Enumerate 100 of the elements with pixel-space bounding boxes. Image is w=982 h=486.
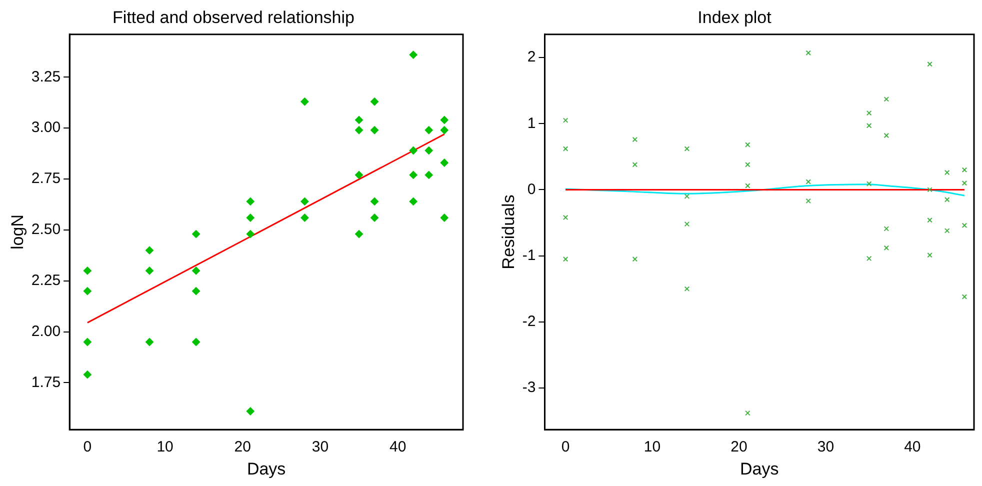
point [684, 286, 690, 292]
point [440, 116, 448, 124]
point [409, 170, 418, 179]
point [192, 266, 200, 275]
point [927, 62, 932, 67]
point [866, 256, 872, 262]
y-tick-label: -2 [522, 313, 536, 330]
point [192, 338, 200, 346]
chart-title: Fitted and observed relationship [112, 8, 354, 27]
point [146, 266, 154, 275]
y-tick-label: 2.25 [31, 272, 61, 290]
point [409, 146, 418, 155]
y-axis-title: Residuals [498, 194, 518, 270]
y-tick-label: 2.75 [31, 170, 61, 188]
point [192, 230, 200, 238]
point [962, 294, 968, 300]
point [146, 246, 154, 254]
point [884, 245, 890, 250]
point [355, 126, 364, 134]
y-axis-title: logN [8, 214, 27, 250]
point [300, 197, 309, 206]
y-tick-label: 1.75 [31, 374, 61, 391]
point [745, 410, 750, 416]
x-tick-label: 20 [730, 438, 748, 456]
point [632, 256, 638, 262]
point [944, 170, 950, 176]
point [246, 214, 254, 222]
point [562, 256, 568, 262]
y-tick-label: 1 [527, 114, 536, 132]
point [745, 142, 750, 148]
point [884, 226, 890, 232]
point [562, 118, 568, 123]
x-tick-label: 30 [817, 438, 834, 456]
line-series [564, 184, 966, 196]
x-tick-label: 0 [83, 438, 92, 456]
x-tick-label: 20 [234, 438, 251, 456]
point [962, 180, 968, 186]
point [246, 197, 254, 206]
point [146, 338, 154, 346]
point [424, 146, 433, 155]
point [927, 252, 932, 258]
x-tick-label: 40 [904, 438, 921, 456]
point [355, 116, 364, 124]
point [370, 197, 379, 206]
point [409, 50, 418, 59]
point [355, 230, 364, 238]
point [370, 214, 379, 222]
point [866, 181, 872, 186]
x-tick-label: 10 [644, 438, 661, 456]
point [806, 50, 811, 56]
point [632, 136, 638, 142]
point [83, 370, 92, 379]
y-tick-label: 2 [527, 48, 536, 66]
y-tick-label: -1 [522, 246, 536, 264]
point [745, 162, 750, 168]
point [83, 287, 92, 296]
point [806, 198, 811, 204]
point [440, 214, 448, 222]
point [745, 183, 750, 188]
chart-title: Index plot [698, 8, 772, 27]
y-tick-label: 3.00 [31, 119, 61, 136]
point [562, 146, 568, 152]
point [866, 122, 872, 128]
point [246, 407, 254, 416]
point [884, 96, 890, 102]
point [684, 221, 690, 227]
point [962, 167, 968, 172]
point [370, 126, 379, 134]
point [944, 228, 950, 234]
point [83, 338, 92, 346]
x-tick-label: 10 [156, 438, 174, 456]
point [806, 179, 811, 184]
y-tick-label: -3 [522, 379, 536, 396]
point [192, 287, 200, 296]
point [962, 222, 968, 228]
point [927, 217, 932, 223]
x-tick-label: 30 [312, 438, 329, 456]
point [246, 230, 254, 238]
point [300, 98, 309, 106]
point [424, 126, 433, 134]
y-tick-label: 2.50 [31, 221, 61, 238]
point [944, 196, 950, 202]
x-tick-label: 0 [561, 438, 570, 456]
point [562, 214, 568, 220]
point [355, 170, 364, 179]
point [684, 146, 690, 152]
x-axis-title: Days [246, 459, 286, 478]
point [300, 214, 309, 222]
x-axis-title: Days [740, 459, 779, 478]
point [370, 98, 379, 106]
point [884, 132, 890, 138]
y-tick-label: 3.25 [31, 68, 61, 86]
point [409, 197, 418, 206]
point [440, 126, 448, 134]
point [440, 158, 448, 167]
y-tick-label: 0 [527, 180, 536, 198]
point [866, 110, 872, 116]
x-tick-label: 40 [389, 438, 406, 456]
point [424, 170, 433, 179]
point [684, 194, 690, 199]
